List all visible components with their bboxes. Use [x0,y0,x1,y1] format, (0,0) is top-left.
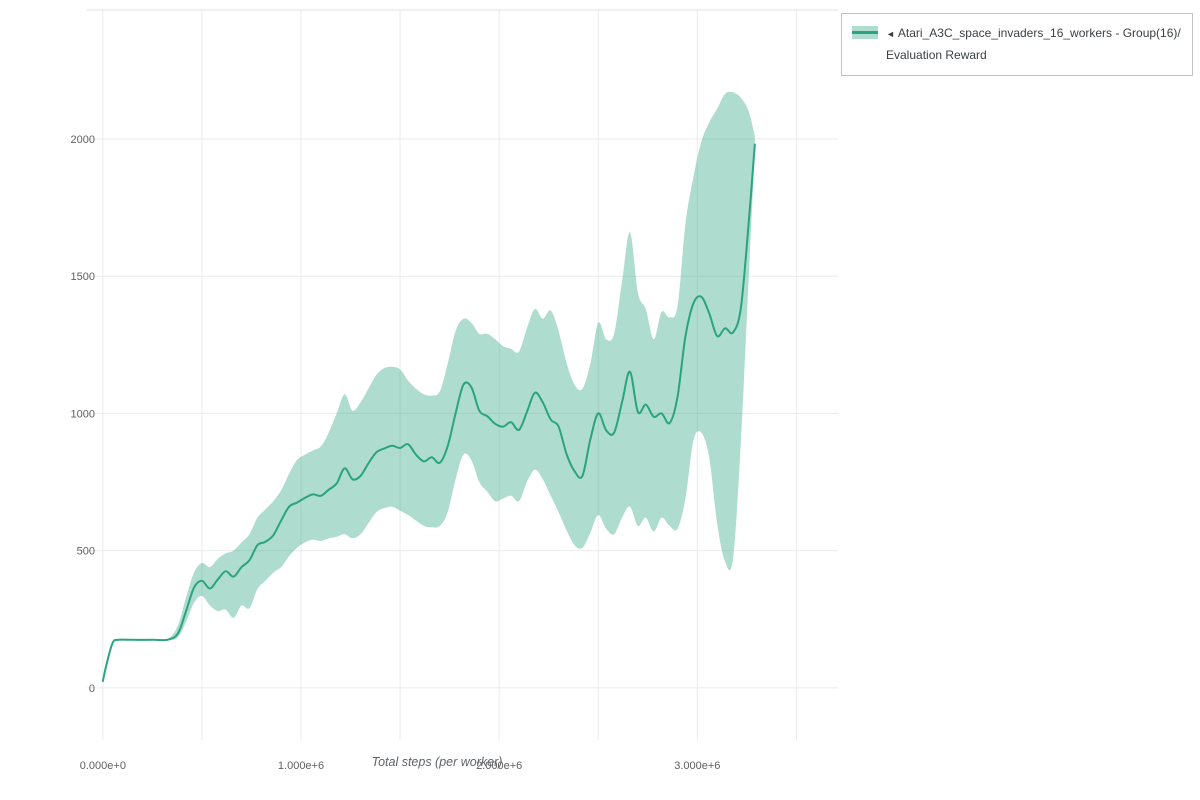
legend: ◄ Atari_A3C_space_invaders_16_workers - G… [841,13,1193,76]
legend-series-name-line2: Evaluation Reward [886,48,987,62]
y-tick-label: 1500 [71,271,95,283]
x-tick-label: 3.000e+6 [674,760,720,772]
y-tick-label: 2000 [71,134,95,146]
confidence-band [102,91,755,681]
x-tick-label: 1.000e+6 [278,760,324,772]
y-tick-label: 0 [89,683,95,695]
y-tick-label: 500 [77,546,95,558]
legend-series-name-line1: Atari_A3C_space_invaders_16_workers - Gr… [897,26,1181,40]
x-tick-label: 2.000e+6 [476,760,522,772]
x-axis-title: Total steps (per worker) [371,755,503,769]
legend-entry[interactable]: ◄ Atari_A3C_space_invaders_16_workers - G… [852,23,1182,66]
y-tick-label: 1000 [71,408,95,420]
x-tick-label: 0.000e+0 [80,760,126,772]
legend-swatch-line [852,31,878,34]
series-line [101,143,756,682]
legend-series-swatch [852,26,878,39]
legend-collapse-icon[interactable]: ◄ [886,29,895,39]
legend-series-name: ◄ Atari_A3C_space_invaders_16_workers - G… [886,23,1181,45]
